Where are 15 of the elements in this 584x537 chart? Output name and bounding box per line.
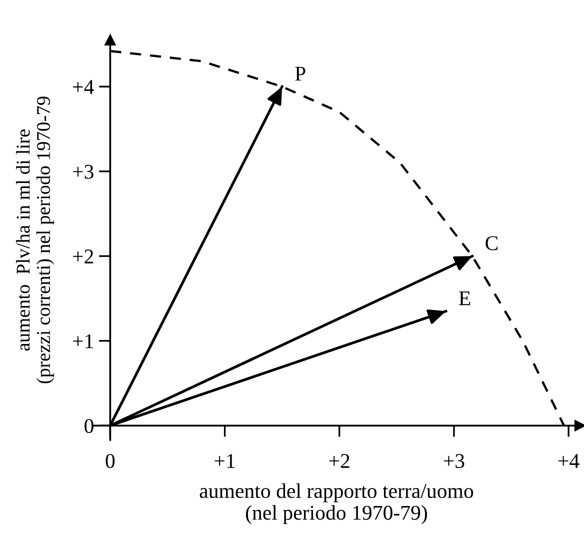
- y-tick-label: +3: [73, 164, 94, 179]
- x-tick-label: +3: [444, 454, 464, 468]
- series-label: P: [295, 66, 306, 81]
- series-label: C: [486, 236, 498, 250]
- x-tick-label: +4: [558, 454, 580, 468]
- y-axis-title: aumento Plv/ha in ml di lire (prezzi correnti) nel periodo 1970-79: [16, 96, 54, 384]
- y-tick-label: +1: [73, 334, 93, 348]
- x-tick-label: +1: [214, 454, 235, 468]
- x-tick-label: +2: [329, 454, 350, 468]
- legend-label: E: [459, 291, 470, 306]
- y-tick-label: +2: [73, 250, 94, 264]
- y-tick-label: 0: [84, 418, 94, 434]
- y-tick-label: +4: [73, 80, 94, 94]
- x-tick-label: 0: [106, 454, 115, 468]
- x-axis-title: aumento del rapporto terra/uomo (nel periodo 1970-79): [200, 483, 474, 524]
